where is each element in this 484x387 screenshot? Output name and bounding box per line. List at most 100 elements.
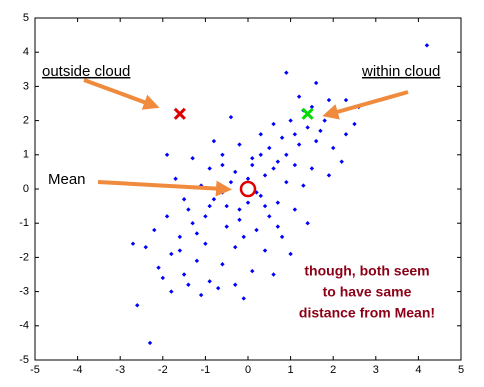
point bbox=[203, 214, 208, 219]
point bbox=[194, 258, 200, 264]
point bbox=[326, 173, 332, 178]
point bbox=[152, 227, 157, 233]
point bbox=[288, 118, 293, 123]
annotation: Mean bbox=[48, 171, 86, 188]
point bbox=[301, 183, 306, 188]
y-tick-label: -5 bbox=[19, 354, 29, 366]
point bbox=[215, 285, 221, 291]
point bbox=[305, 221, 310, 226]
point bbox=[326, 97, 332, 103]
point bbox=[271, 121, 276, 127]
point bbox=[245, 200, 251, 205]
point bbox=[169, 251, 174, 257]
x-tick-label: -1 bbox=[201, 364, 211, 376]
point bbox=[207, 166, 212, 171]
x-tick-label: -2 bbox=[158, 364, 168, 376]
point bbox=[275, 159, 281, 164]
point bbox=[288, 251, 293, 257]
point bbox=[296, 142, 302, 147]
point bbox=[284, 179, 289, 185]
point bbox=[177, 248, 183, 253]
point bbox=[250, 156, 255, 161]
cross-marker bbox=[173, 107, 186, 120]
point bbox=[275, 200, 281, 205]
point bbox=[156, 265, 161, 270]
annotation: within cloud bbox=[361, 63, 440, 80]
point bbox=[279, 234, 285, 240]
point bbox=[241, 296, 246, 301]
x-tick-label: 2 bbox=[330, 364, 336, 376]
point bbox=[186, 207, 191, 212]
point bbox=[292, 132, 298, 137]
point bbox=[237, 142, 242, 147]
point bbox=[228, 179, 234, 185]
y-tick-label: -2 bbox=[19, 251, 29, 263]
y-tick-label: -3 bbox=[19, 286, 29, 298]
cross-marker bbox=[301, 107, 314, 120]
point bbox=[207, 203, 212, 209]
point bbox=[271, 272, 276, 277]
marks bbox=[130, 43, 430, 346]
point bbox=[258, 132, 263, 137]
point bbox=[292, 207, 298, 212]
point bbox=[220, 162, 225, 168]
point bbox=[262, 173, 268, 178]
point bbox=[203, 241, 208, 246]
point bbox=[207, 279, 212, 284]
point bbox=[284, 152, 289, 157]
x-tick-label: -3 bbox=[115, 364, 125, 376]
point bbox=[258, 193, 263, 199]
point bbox=[177, 234, 183, 240]
point bbox=[292, 162, 298, 168]
x-tick-label: 4 bbox=[415, 364, 421, 376]
x-tick-label: 1 bbox=[288, 364, 294, 376]
point bbox=[190, 156, 195, 161]
point bbox=[275, 224, 281, 229]
point bbox=[135, 303, 140, 308]
point bbox=[164, 152, 170, 157]
point bbox=[169, 289, 174, 294]
point bbox=[181, 272, 187, 277]
point bbox=[339, 159, 344, 164]
point bbox=[313, 80, 319, 86]
x-tick-label: 0 bbox=[245, 364, 251, 376]
point bbox=[194, 231, 200, 236]
point bbox=[130, 241, 136, 246]
y-tick-label: -4 bbox=[19, 320, 29, 332]
arrow bbox=[83, 78, 160, 110]
point bbox=[190, 221, 195, 226]
point bbox=[237, 217, 242, 222]
point bbox=[224, 203, 229, 209]
point bbox=[284, 70, 289, 75]
y-tick-label: 4 bbox=[23, 46, 29, 58]
point bbox=[228, 114, 234, 120]
point bbox=[224, 224, 229, 229]
point bbox=[220, 152, 225, 157]
point bbox=[296, 94, 302, 99]
x-tick-label: 3 bbox=[373, 364, 379, 376]
point bbox=[322, 118, 327, 123]
point bbox=[271, 166, 276, 171]
point bbox=[309, 104, 315, 110]
y-tick-label: -1 bbox=[19, 217, 29, 229]
point bbox=[262, 203, 268, 209]
point bbox=[164, 214, 170, 219]
point bbox=[267, 145, 272, 151]
point bbox=[313, 138, 319, 144]
point bbox=[241, 234, 246, 240]
annotation: outside cloud bbox=[42, 63, 130, 80]
point bbox=[198, 292, 204, 298]
point bbox=[279, 135, 285, 140]
point bbox=[143, 244, 148, 250]
point bbox=[318, 128, 323, 134]
point bbox=[173, 176, 178, 181]
annotation: to have same bbox=[323, 284, 412, 300]
point bbox=[160, 275, 165, 281]
mean-marker bbox=[239, 180, 257, 198]
point bbox=[250, 268, 255, 274]
annotation: distance from Mean! bbox=[299, 305, 435, 321]
point bbox=[343, 97, 349, 103]
point bbox=[237, 207, 242, 212]
